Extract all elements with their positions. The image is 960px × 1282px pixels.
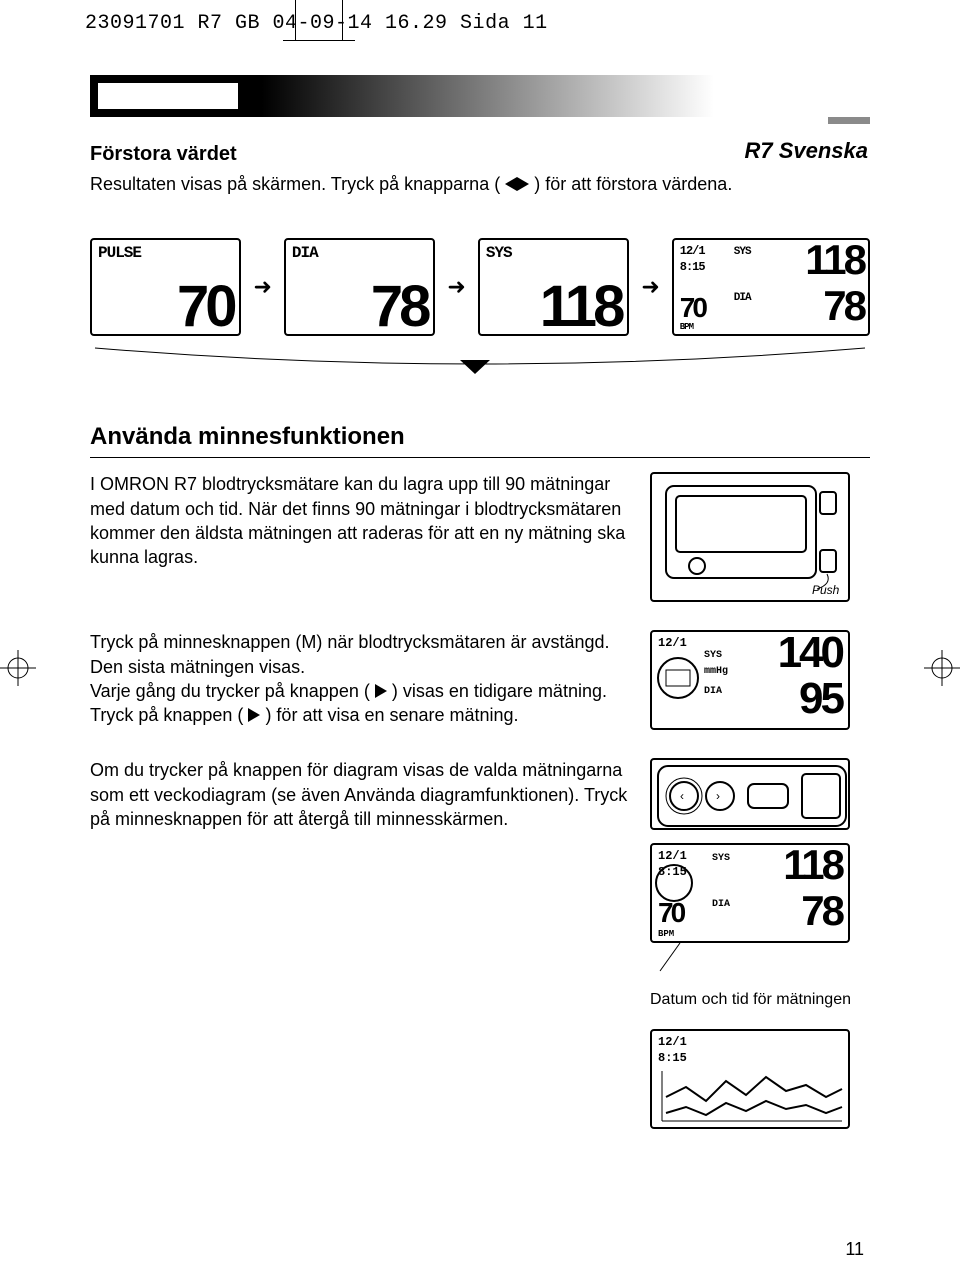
graph-screen: 12/1 8:15 <box>650 1029 850 1129</box>
header-white-inset <box>98 83 238 109</box>
device-illustration-push: Push <box>650 472 850 602</box>
arrow-icon: ➜ <box>253 274 271 300</box>
mem-sys: 140 <box>778 628 842 678</box>
device-buttons-illustration: ‹ › <box>650 758 850 830</box>
mem-sys-label: SYS <box>704 650 722 661</box>
lcd-pulse-val: 70 <box>177 273 234 340</box>
lcd-combo-pulse: 70 <box>680 292 705 324</box>
lcd-combo-sys: 118 <box>805 236 864 284</box>
cycle-arrow <box>90 340 870 374</box>
crop-mark-top-h <box>283 40 355 41</box>
lcd-dia-label: DIA <box>292 244 318 262</box>
lcd-pulse-label: PULSE <box>98 244 141 262</box>
p-mem-b3: ) för att visa en senare mätning. <box>265 705 518 725</box>
arrow-icon: ➜ <box>447 274 465 300</box>
mem-dia-label: DIA <box>704 686 722 697</box>
s1-title: Förstora värdet <box>90 143 870 166</box>
graph-idx: 12/1 <box>658 1035 687 1049</box>
bot-sys-label: SYS <box>712 853 730 864</box>
bot-bpm-label: BPM <box>658 929 674 939</box>
lcd-sys-val: 118 <box>540 273 622 340</box>
mem-idx: 12/1 <box>658 636 687 650</box>
triangle-left-icon <box>505 177 517 191</box>
pointer-line <box>650 943 850 973</box>
page-header-meta: 23091701 R7 GB 04-09-14 16.29 Sida 11 <box>0 0 960 35</box>
lcd-dia-val: 78 <box>371 273 428 340</box>
bot-pulse: 70 <box>658 897 683 929</box>
lcd-sequence: PULSE 70 ➜ DIA 78 ➜ SYS 118 ➜ 12/1 8:15 … <box>90 238 870 336</box>
graph-time: 8:15 <box>658 1051 687 1065</box>
arrow-icon: ➜ <box>641 274 659 300</box>
lcd-combo-sys-label: SYS <box>734 246 751 258</box>
lcd-combo-dia: 78 <box>823 282 864 330</box>
s1-text: Resultaten visas på skärmen. Tryck på kn… <box>90 172 870 196</box>
crop-mark-top <box>295 0 343 40</box>
s1-text-b: ) för att förstora värdena. <box>534 174 732 194</box>
p-mem-a: Tryck på minnesknappen (M) när blodtryck… <box>90 632 610 676</box>
lcd-sys: SYS 118 <box>478 238 629 336</box>
lcd-combo-date: 12/1 <box>680 244 705 258</box>
triangle-right-icon <box>517 177 529 191</box>
page-number: 11 <box>845 1239 864 1260</box>
lcd-combo-bpm-label: BPM <box>680 322 693 332</box>
date-time-caption: Datum och tid för mätningen <box>650 990 870 1011</box>
lcd-dia: DIA 78 <box>284 238 435 336</box>
lcd-combo-dia-label: DIA <box>734 292 751 304</box>
mem-mmhg: mmHg <box>704 666 728 677</box>
svg-text:›: › <box>716 789 720 803</box>
bot-dia: 78 <box>801 887 842 935</box>
mem-dia: 95 <box>799 674 842 724</box>
s1-text-a: Resultaten visas på skärmen. Tryck på kn… <box>90 174 500 194</box>
bot-date: 12/1 <box>658 849 687 863</box>
lcd-sys-label: SYS <box>486 244 512 262</box>
lcd-combo: 12/1 8:15 SYS 118 DIA 78 70 BPM <box>672 238 870 336</box>
triangle-right-icon <box>248 708 260 722</box>
lcd-combo-time: 8:15 <box>680 260 705 274</box>
graph-paragraph: Om du trycker på knappen för diagram vis… <box>90 758 630 831</box>
memory-paragraph: Tryck på minnesknappen (M) när blodtryck… <box>90 630 630 730</box>
svg-text:Push: Push <box>812 583 840 597</box>
p-mem-b1: Varje gång du trycker på knappen ( <box>90 681 370 701</box>
bot-dia-label: DIA <box>712 899 730 910</box>
triangle-right-icon <box>375 684 387 698</box>
bot-sys: 118 <box>783 841 842 889</box>
bottom-reading-screen: 12/1 8:15 70 BPM SYS 118 DIA 78 <box>650 843 850 943</box>
svg-text:‹: ‹ <box>680 789 684 803</box>
header-gradient-bar <box>90 75 870 117</box>
memory-screen: 12/1 SYS mmHg DIA 140 95 <box>650 630 850 730</box>
lcd-pulse: PULSE 70 <box>90 238 241 336</box>
h2-rule <box>90 457 870 458</box>
intro-paragraph: I OMRON R7 blodtrycksmätare kan du lagra… <box>90 472 630 602</box>
h2-memory: Använda minnesfunktionen <box>90 423 870 451</box>
